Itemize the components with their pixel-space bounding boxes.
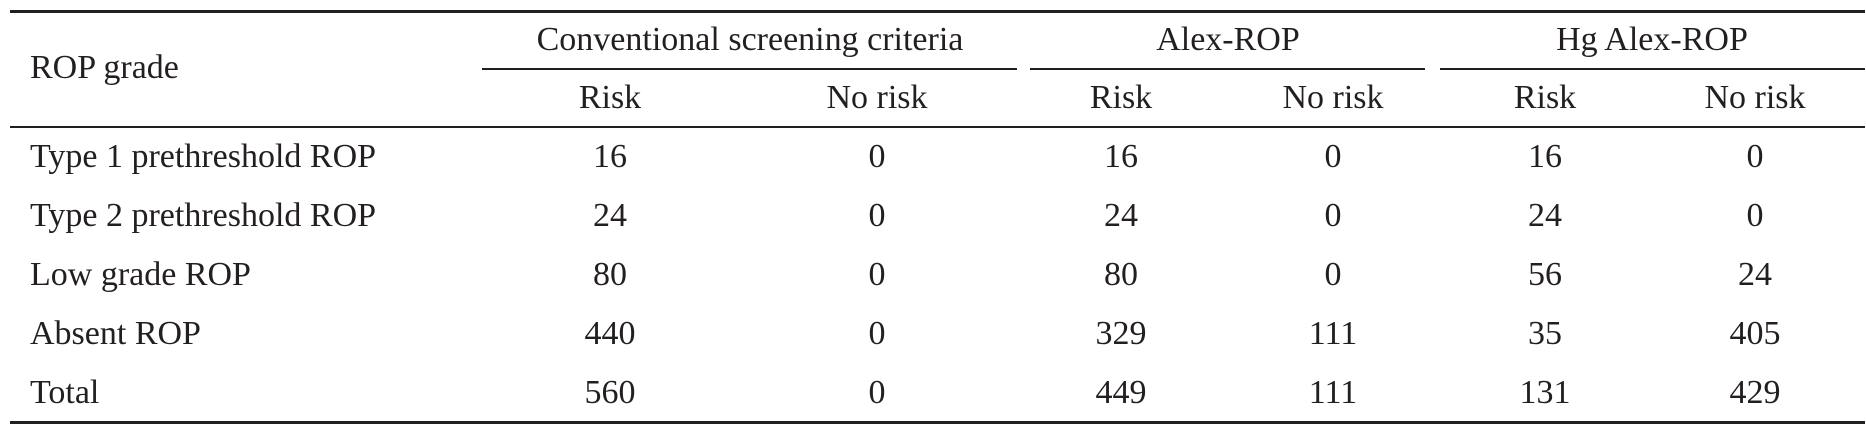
cell-type2-conventional-no-risk: 0 (868, 197, 886, 234)
group-rule-conventional (482, 68, 1017, 70)
group-header-alex-rop: Alex-ROP (1156, 21, 1300, 58)
cell-low-grade-hg-alex-no-risk: 24 (1738, 256, 1772, 293)
cell-absent-hg-alex-risk: 35 (1528, 315, 1562, 352)
group-header-conventional: Conventional screening criteria (536, 21, 964, 58)
row-label-type1: Type 1 prethreshold ROP (30, 138, 377, 175)
cell-low-grade-hg-alex-risk: 56 (1528, 256, 1562, 293)
subheader-alex-no-risk: No risk (1282, 79, 1384, 116)
row-label-low-grade: Low grade ROP (30, 256, 251, 293)
group-rule-hg-alex (1440, 68, 1865, 70)
cell-type2-hg-alex-risk: 24 (1528, 197, 1562, 234)
group-header-hg-alex-rop: Hg Alex-ROP (1556, 21, 1748, 58)
cell-type1-alex-risk: 16 (1104, 138, 1138, 175)
cell-total-conventional-no-risk: 0 (868, 374, 886, 411)
subheader-hg-alex-no-risk: No risk (1704, 79, 1806, 116)
cell-low-grade-alex-risk: 80 (1104, 256, 1138, 293)
subheader-conventional-no-risk: No risk (826, 79, 928, 116)
cell-absent-alex-risk: 329 (1095, 315, 1147, 352)
cell-type2-alex-risk: 24 (1104, 197, 1138, 234)
cell-type1-alex-no-risk: 0 (1324, 138, 1342, 175)
cell-type1-hg-alex-no-risk: 0 (1746, 138, 1764, 175)
cell-absent-alex-no-risk: 111 (1308, 315, 1358, 352)
cell-total-hg-alex-risk: 131 (1519, 374, 1571, 411)
table-top-rule (10, 10, 1865, 13)
group-rule-alex (1030, 68, 1425, 70)
cell-type1-conventional-risk: 16 (593, 138, 627, 175)
cell-type1-hg-alex-risk: 16 (1528, 138, 1562, 175)
table-bottom-rule (10, 421, 1865, 424)
cell-total-alex-risk: 449 (1095, 374, 1147, 411)
cell-type2-hg-alex-no-risk: 0 (1746, 197, 1764, 234)
cell-total-hg-alex-no-risk: 429 (1729, 374, 1781, 411)
row-label-absent: Absent ROP (30, 315, 201, 352)
row-header-label: ROP grade (30, 49, 179, 86)
row-label-type2: Type 2 prethreshold ROP (30, 197, 377, 234)
cell-type2-conventional-risk: 24 (593, 197, 627, 234)
subheader-hg-alex-risk: Risk (1513, 79, 1577, 116)
cell-absent-hg-alex-no-risk: 405 (1729, 315, 1781, 352)
cell-absent-conventional-no-risk: 0 (868, 315, 886, 352)
row-label-total: Total (30, 374, 100, 411)
cell-low-grade-conventional-risk: 80 (593, 256, 627, 293)
cell-total-conventional-risk: 560 (584, 374, 636, 411)
cell-total-alex-no-risk: 111 (1308, 374, 1358, 411)
cell-low-grade-conventional-no-risk: 0 (868, 256, 886, 293)
cell-low-grade-alex-no-risk: 0 (1324, 256, 1342, 293)
cell-type2-alex-no-risk: 0 (1324, 197, 1342, 234)
subheader-conventional-risk: Risk (578, 79, 642, 116)
subheader-alex-risk: Risk (1089, 79, 1153, 116)
header-bottom-rule (10, 126, 1865, 128)
cell-absent-conventional-risk: 440 (584, 315, 636, 352)
cell-type1-conventional-no-risk: 0 (868, 138, 886, 175)
